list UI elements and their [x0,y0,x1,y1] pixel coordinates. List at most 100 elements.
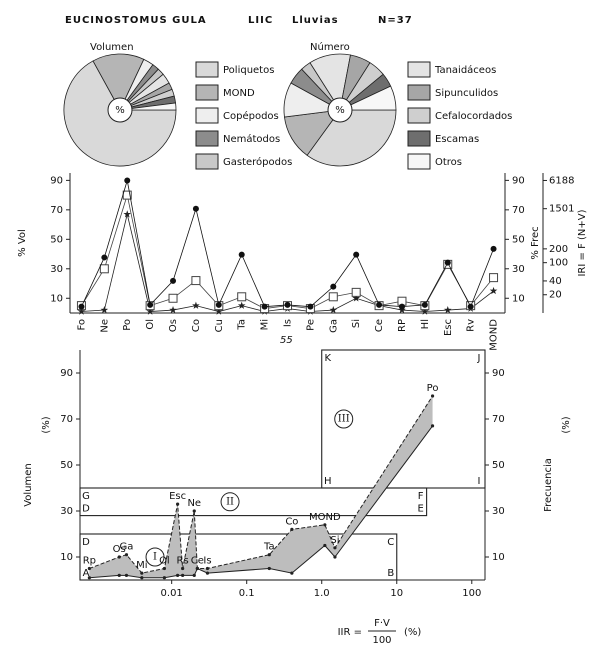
y3-tick-label: 6188 [549,175,574,186]
square-marker [351,287,361,297]
x-tick-label: Cu [214,319,225,332]
region-badge [334,409,354,429]
legend-swatch [195,130,219,147]
region-corner: K [324,353,331,364]
point [290,527,294,531]
y2-tick-label: 50 [512,234,525,245]
y2-tick-label: 50 [492,460,505,471]
dot-marker [215,301,222,308]
region-label: I [153,552,157,563]
point [162,576,167,580]
dot-marker [398,303,405,310]
point [192,509,196,513]
region-badge [220,492,240,512]
star-marker [215,307,223,315]
point [430,394,435,398]
point [267,566,271,571]
y3-tick-label: 200 [549,244,568,255]
x-tick-label: Ol [145,319,156,330]
x-tick-label: Rv [466,319,477,332]
pie-title: Volumen [90,42,134,53]
point-label: Rs [177,556,189,567]
point [333,555,337,559]
y2-tick-label: 30 [492,506,505,517]
x-tick-label: RP [397,319,408,332]
x-tick-label: 1.0 [314,588,330,599]
point-label: MOND [309,512,341,523]
region-corner: C [387,537,394,548]
x-tick-label: Ga [328,319,339,333]
sample-size: N=37 [378,15,413,26]
square-marker [328,292,338,302]
point [323,543,327,548]
dot-marker [467,303,474,310]
x-tick-label: Po [122,319,133,331]
star-marker [398,306,406,314]
y-tick-label: 10 [60,552,73,563]
legend-label: Nemátodos [223,133,280,145]
y3-tick-label: 20 [549,290,562,301]
y-tick-label: 50 [60,460,73,471]
point-label: Ce [191,556,204,567]
region-corner: D [82,537,90,548]
legend-label: Tanaidáceos [434,64,496,76]
region-corner: F [418,491,424,502]
star-marker [237,301,246,309]
dot-marker [490,245,497,252]
point [195,566,199,571]
x-tick-label: Si [351,319,362,328]
star-marker [123,210,132,218]
point [192,573,196,577]
star-marker [352,294,360,302]
x-label-num: F·V [374,618,390,629]
dot-marker [376,301,383,308]
star-marker [192,301,200,309]
point-label: Mi [136,560,147,571]
series-line [89,425,433,579]
point-label: Ol [159,556,170,567]
legend-swatch [195,61,219,78]
square-marker [191,276,201,286]
point [333,546,337,550]
y-tick-label: 50 [50,234,63,245]
x-tick-label: Ta [237,319,248,331]
x-tick-label: 0.01 [161,588,183,599]
x-tick-label: Fo [76,319,87,331]
legend-swatch [195,84,219,101]
x-label: IIR = [338,627,362,638]
y2-tick-label: 10 [492,552,505,563]
pie-title: Número [310,41,350,53]
region-corner: I [478,476,481,487]
y2-tick-label: 10 [512,293,525,304]
star-marker [146,307,154,315]
dot-marker [330,283,337,290]
x-tick-label: 10 [390,588,403,599]
square-marker [168,293,178,303]
point [267,553,271,557]
pie-slice [306,109,397,167]
y-tick-label: 90 [60,368,73,379]
point [176,573,180,577]
region-box [79,487,428,517]
y-tick-label: 70 [50,205,63,216]
legend-label: Poliquetos [223,65,274,76]
star-marker [443,306,452,314]
dot-marker [78,303,85,310]
region-corner: D [82,504,90,515]
axis-unit: (%) [41,416,52,433]
point [140,571,144,575]
x-tick-label: Pe [305,319,316,331]
point-label: Ta [263,542,275,553]
axis-label: Volumen [23,463,34,507]
dot-marker [170,277,177,284]
legend-swatch [407,153,431,170]
legend-label: Gasterópodos [223,156,292,168]
x-tick-label: Esc [443,319,454,336]
y2-tick-label: 90 [512,175,525,186]
dot-marker [238,251,245,258]
x-tick-label: Os [168,319,179,332]
point [290,571,294,575]
dot-marker [101,254,108,261]
region-corner: A [83,568,90,579]
x-tick-label: Mi [260,319,271,330]
